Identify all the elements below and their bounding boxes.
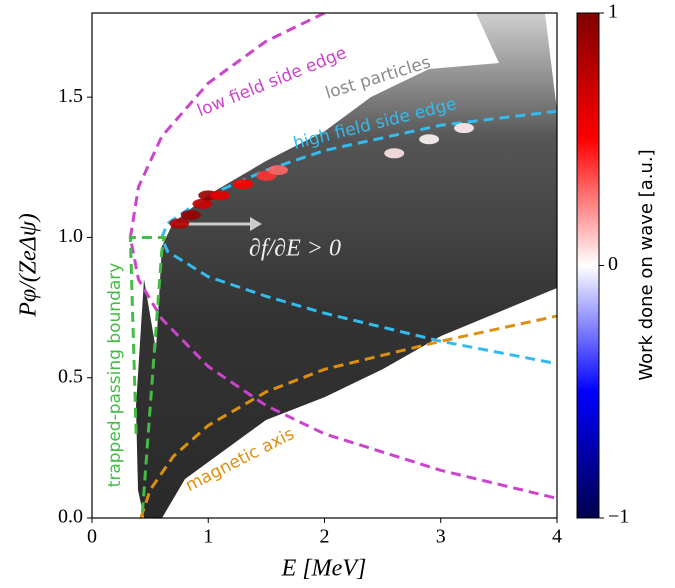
point bbox=[419, 134, 440, 145]
curve bbox=[139, 314, 557, 518]
y-axis-label: Pφ/(ZeΔψ) bbox=[16, 213, 42, 318]
point bbox=[192, 198, 213, 209]
annotation: ∂f/∂E > 0 bbox=[249, 236, 341, 262]
y-tick-label: 1.0 bbox=[58, 225, 83, 247]
curve bbox=[128, 13, 557, 500]
x-axis-label: E [MeV] bbox=[281, 556, 367, 582]
x-tick-label: 0 bbox=[87, 526, 97, 548]
y-tick-label: 1.5 bbox=[58, 85, 83, 107]
curve bbox=[128, 235, 166, 518]
colorbar-tick-label: −1 bbox=[608, 506, 629, 528]
colorbar-tick-label: 1 bbox=[608, 1, 618, 23]
density-region bbox=[136, 13, 557, 518]
point bbox=[169, 218, 190, 229]
point bbox=[209, 190, 230, 201]
arrow-head bbox=[250, 217, 262, 231]
x-tick-label: 4 bbox=[552, 526, 562, 548]
x-tick-label: 1 bbox=[203, 526, 213, 548]
curve-label: trapped-passing boundary bbox=[105, 263, 125, 488]
y-tick-label: 0.0 bbox=[58, 506, 83, 528]
point bbox=[268, 165, 288, 176]
colorbar bbox=[576, 12, 600, 519]
point bbox=[180, 210, 201, 220]
colorbar-tick-label: 0 bbox=[608, 253, 618, 275]
x-tick-label: 3 bbox=[436, 526, 446, 548]
point bbox=[384, 148, 405, 159]
colorbar-label: Work done on wave [a.u.] bbox=[636, 149, 657, 380]
x-tick-label: 2 bbox=[320, 526, 330, 548]
y-tick-label: 0.5 bbox=[58, 365, 83, 387]
point bbox=[233, 179, 254, 190]
point bbox=[454, 123, 474, 134]
